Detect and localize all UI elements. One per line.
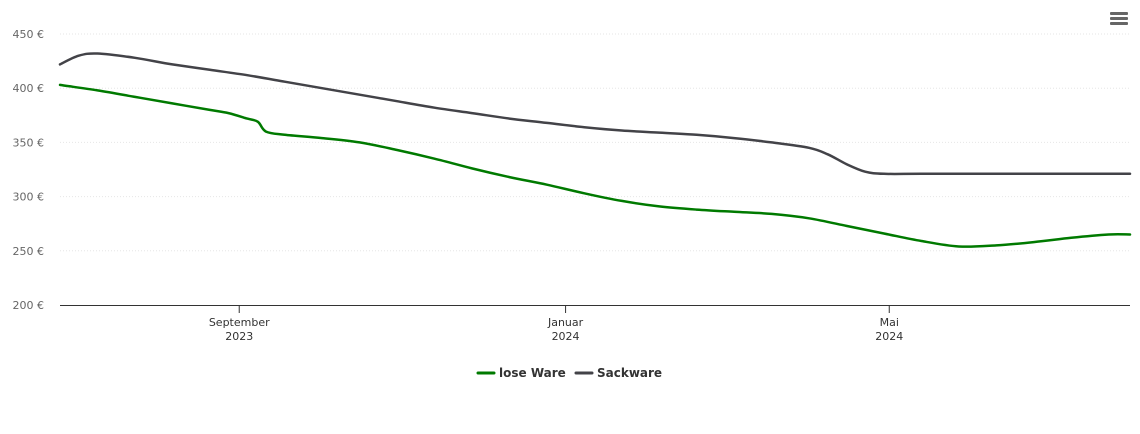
y-tick-label: 300 € bbox=[13, 191, 45, 204]
x-tick-label-month: Mai bbox=[880, 316, 899, 329]
y-tick-label: 200 € bbox=[13, 299, 45, 312]
legend-label: Sackware bbox=[597, 366, 662, 380]
legend-item[interactable]: lose Ware bbox=[476, 366, 566, 380]
menu-bar bbox=[1110, 17, 1128, 20]
x-tick-label-year: 2024 bbox=[552, 330, 580, 343]
x-tick-label-month: Januar bbox=[547, 316, 584, 329]
y-tick-label: 400 € bbox=[13, 82, 45, 95]
menu-bar bbox=[1110, 12, 1128, 15]
menu-bar bbox=[1110, 22, 1128, 25]
x-tick-label-year: 2024 bbox=[875, 330, 903, 343]
grid-lines bbox=[60, 33, 1130, 252]
y-axis-ticks: 200 € 250 € 300 € 350 € 400 € 450 € bbox=[13, 28, 45, 312]
legend[interactable]: lose Ware Sackware bbox=[476, 366, 662, 380]
series-line-sackware[interactable] bbox=[58, 52, 1132, 176]
y-tick-label: 350 € bbox=[13, 136, 45, 149]
series-lines bbox=[58, 52, 1132, 248]
x-tick-label-year: 2023 bbox=[225, 330, 253, 343]
legend-label: lose Ware bbox=[499, 366, 566, 380]
y-tick-label: 450 € bbox=[13, 28, 45, 41]
series-line-lose-ware[interactable] bbox=[58, 83, 1132, 248]
y-tick-label: 250 € bbox=[13, 245, 45, 258]
chart-menu-icon[interactable] bbox=[1110, 12, 1128, 30]
x-tick-label-month: September bbox=[209, 316, 270, 329]
legend-item[interactable]: Sackware bbox=[574, 366, 662, 380]
